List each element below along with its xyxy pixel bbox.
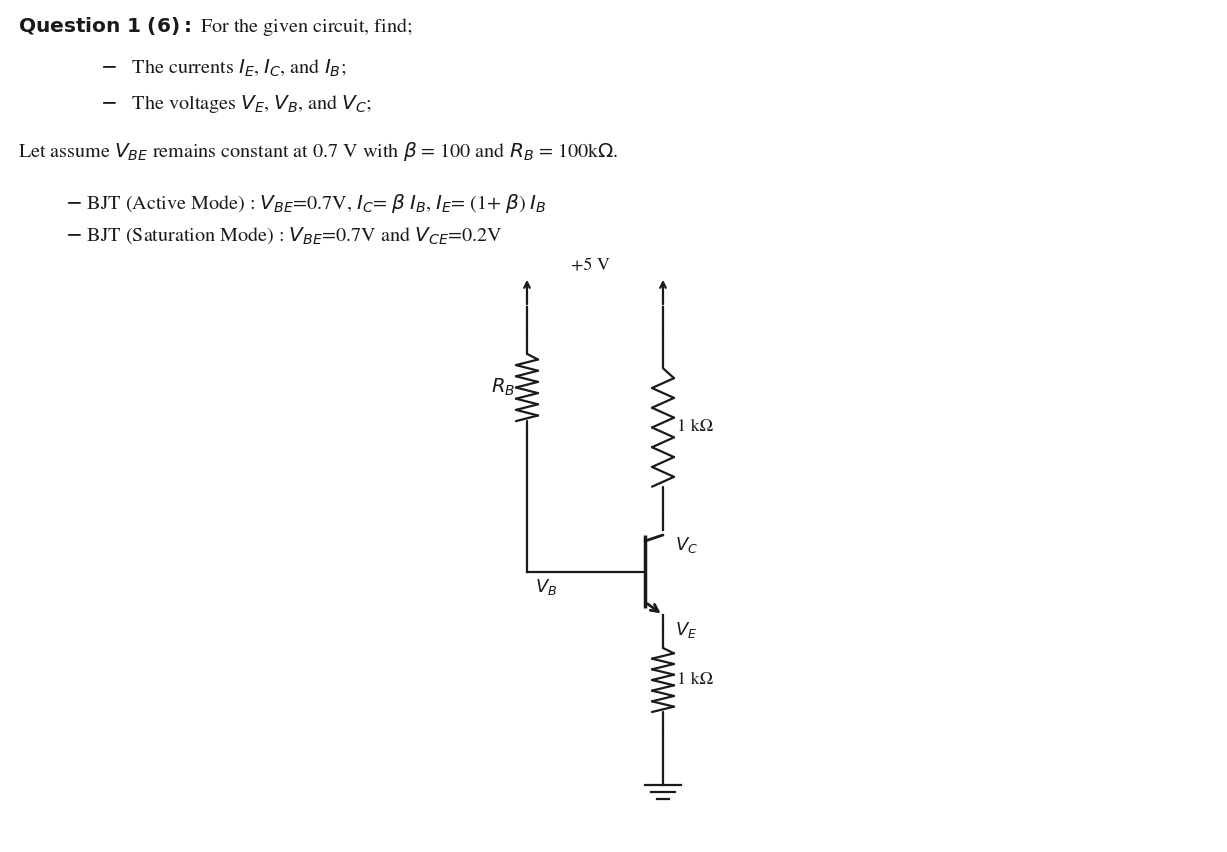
Text: +5 V: +5 V <box>571 258 610 274</box>
Text: $R_B$: $R_B$ <box>491 377 515 398</box>
Text: $V_B$: $V_B$ <box>535 577 557 597</box>
Text: Let assume $\mathit{V}_{BE}$ remains constant at 0.7 V with $\beta$ = 100 and $R: Let assume $\mathit{V}_{BE}$ remains con… <box>18 140 618 163</box>
Text: $\mathbf{Question\ 1\ (6):}$ For the given circuit, find;: $\mathbf{Question\ 1\ (6):}$ For the giv… <box>18 15 412 38</box>
Text: 1 kΩ: 1 kΩ <box>677 672 713 688</box>
Text: $-$ BJT (Saturation Mode) : $V_{BE}$=0.7V and $V_{CE}$=0.2V: $-$ BJT (Saturation Mode) : $V_{BE}$=0.7… <box>65 225 502 246</box>
Text: $-$   The currents $I_E$, $I_C$, and $I_B$;: $-$ The currents $I_E$, $I_C$, and $I_B$… <box>99 58 346 79</box>
Text: $-$   The voltages $V_E$, $V_B$, and $V_C$;: $-$ The voltages $V_E$, $V_B$, and $V_C$… <box>99 93 372 115</box>
Text: $V_C$: $V_C$ <box>675 535 698 555</box>
Text: $V_E$: $V_E$ <box>675 620 697 640</box>
Text: $-$ BJT (Active Mode) : $V_{BE}$=0.7V, $I_C$= $\beta$ $I_B$, $I_E$= (1+ $\beta$): $-$ BJT (Active Mode) : $V_{BE}$=0.7V, $… <box>65 192 546 215</box>
Text: 1 kΩ: 1 kΩ <box>677 419 713 435</box>
